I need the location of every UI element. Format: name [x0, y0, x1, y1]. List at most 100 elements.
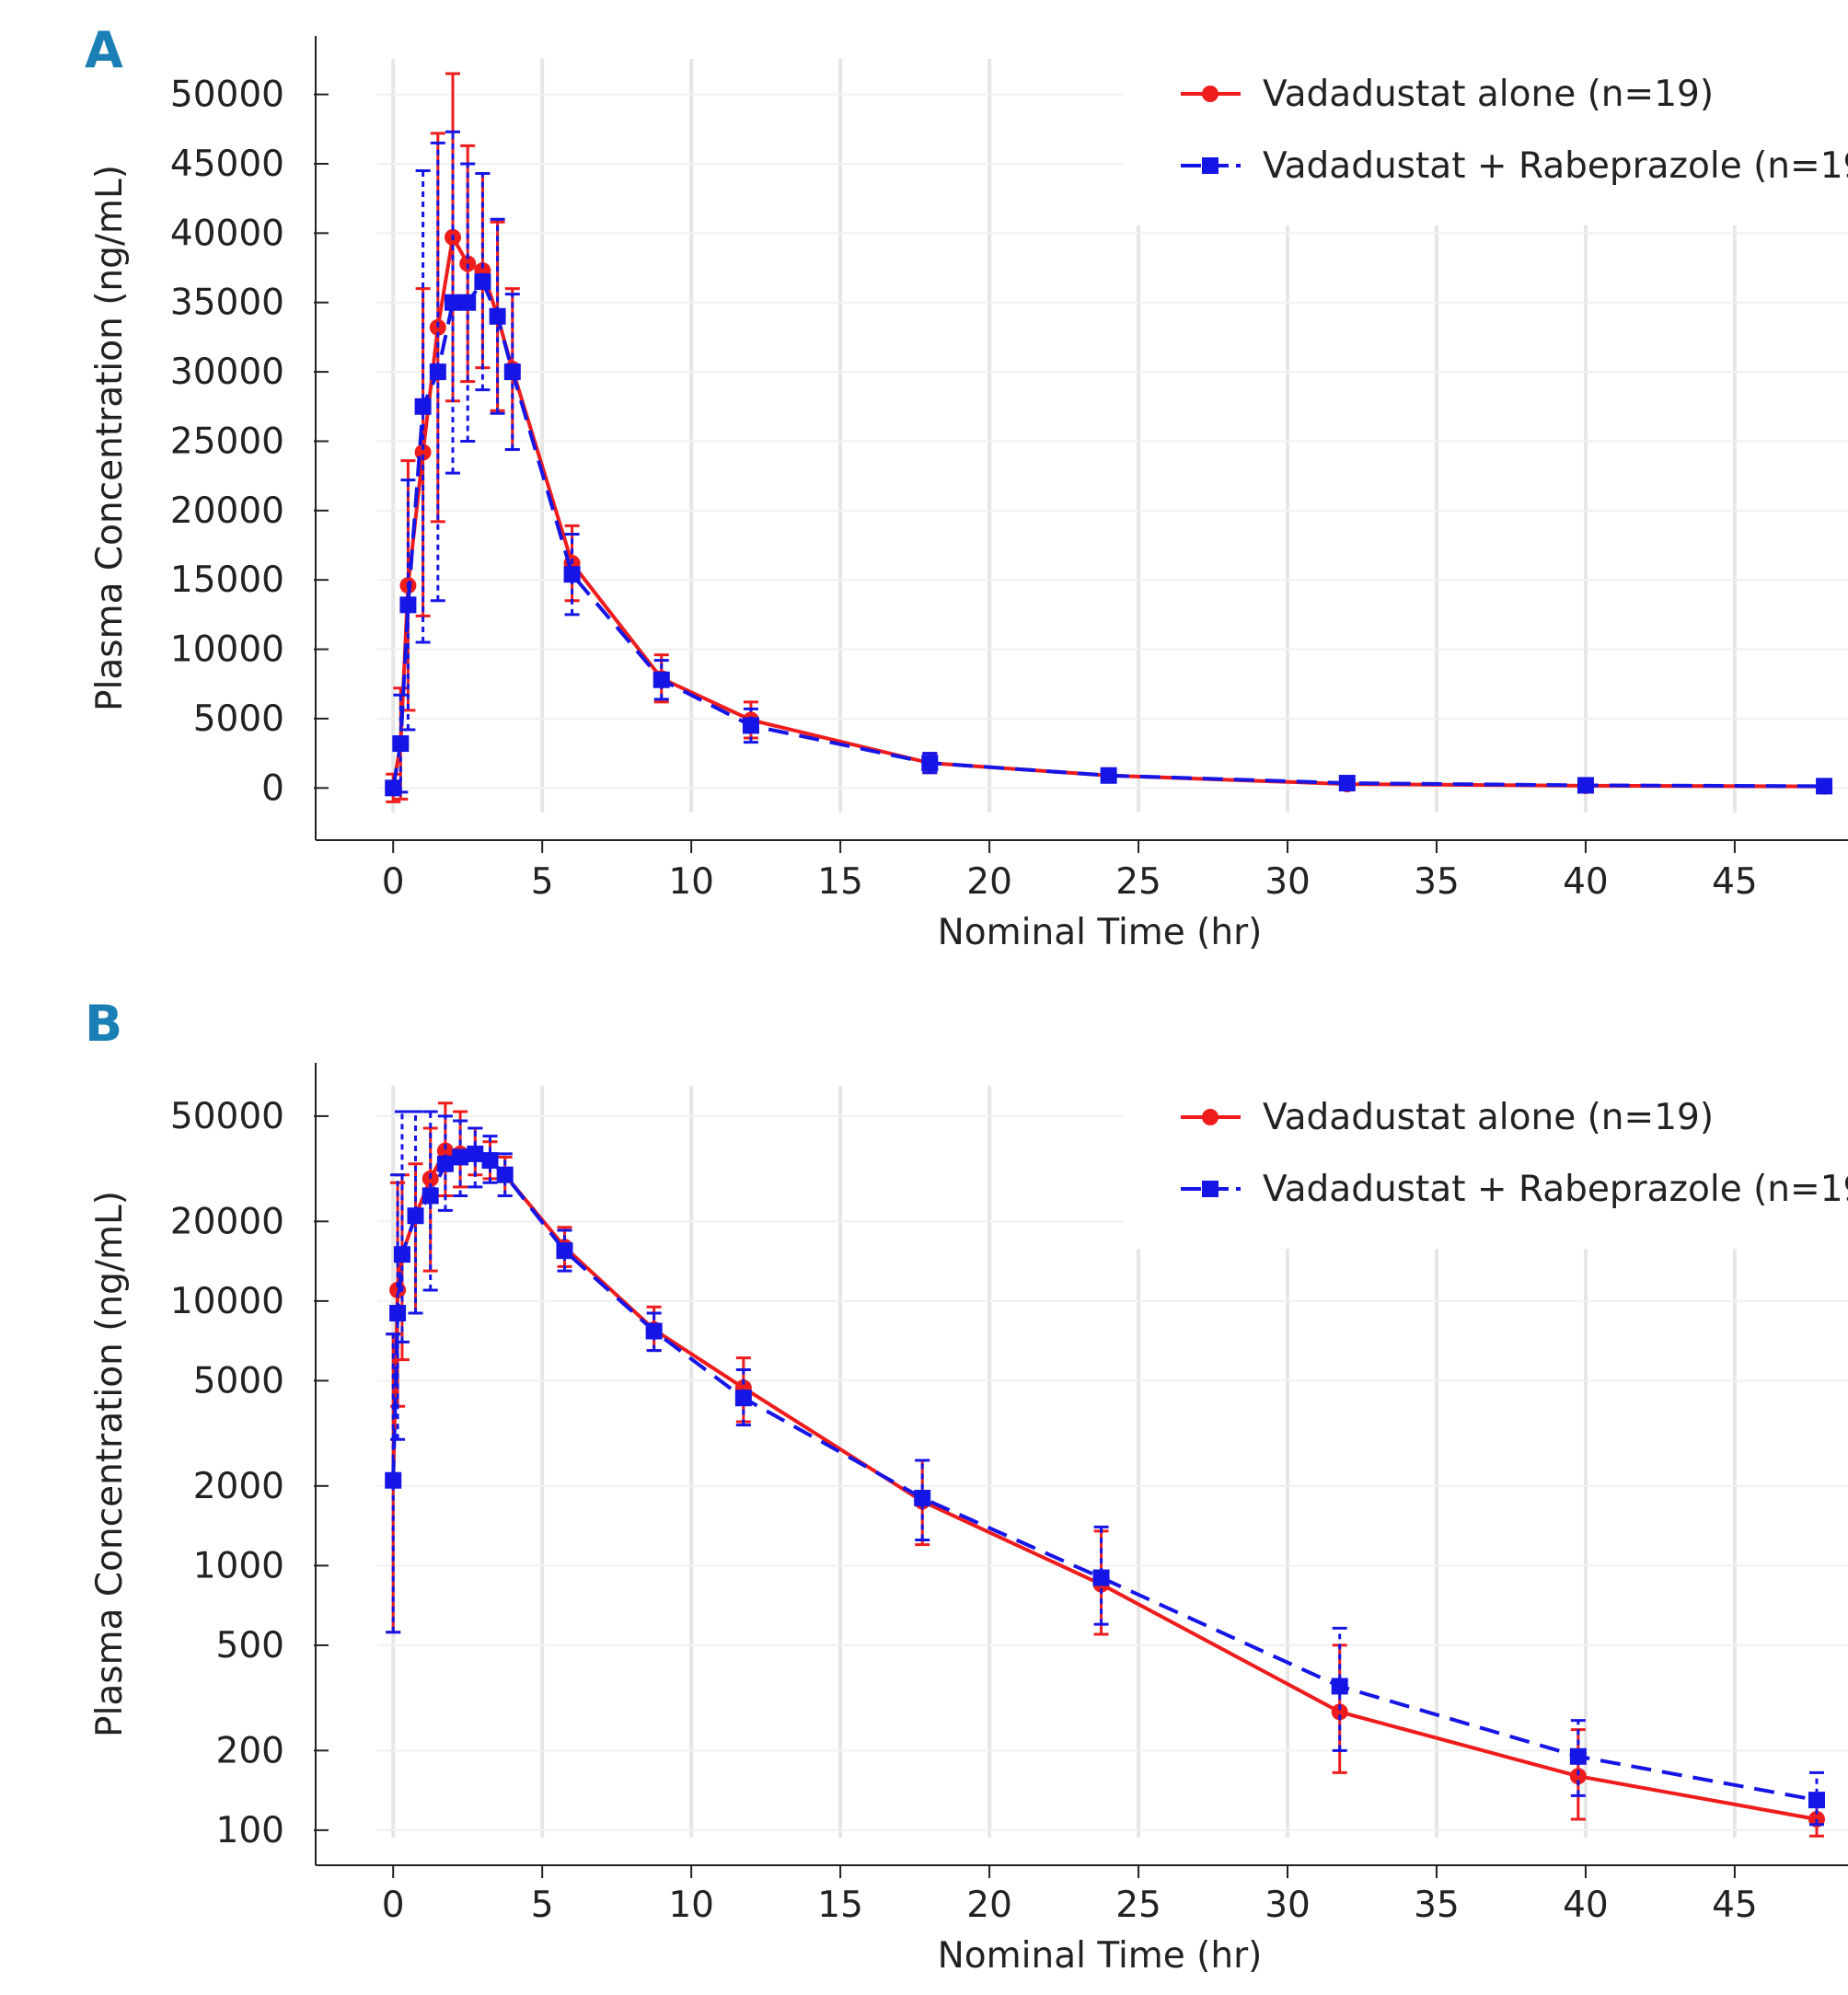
x-tick-label: 10: [668, 1885, 714, 1926]
x-tick-label: 20: [966, 1885, 1012, 1926]
error-bar: [453, 1119, 468, 1197]
marker: [556, 1242, 573, 1260]
x-tick-label: 35: [1414, 1885, 1460, 1926]
marker: [496, 1166, 514, 1183]
series-line: [391, 231, 1825, 789]
marker: [1100, 767, 1117, 784]
series: [385, 130, 1833, 797]
marker: [385, 1471, 402, 1489]
marker: [1808, 1792, 1825, 1809]
legend-bg: [1123, 54, 1848, 225]
x-tick-label: 15: [817, 1885, 863, 1926]
marker: [1569, 1747, 1587, 1765]
y-tick-label: 2000: [193, 1466, 284, 1507]
series-line: [391, 278, 1825, 789]
y-tick-label: 20000: [170, 1201, 284, 1242]
y-tick-label: 25000: [170, 421, 284, 462]
y-tick-label: 200: [216, 1730, 284, 1771]
marker: [503, 363, 521, 381]
error-bar: [653, 659, 669, 701]
error-bar: [564, 532, 580, 617]
marker: [645, 1322, 663, 1340]
marker: [481, 1152, 499, 1170]
y-tick-label: 30000: [170, 352, 284, 393]
error-bar: [445, 130, 461, 475]
error-bar: [490, 217, 505, 415]
y-tick-label: 45000: [170, 144, 284, 185]
y-tick-label: 500: [216, 1625, 284, 1666]
y-tick-label: 40000: [170, 213, 284, 254]
marker: [392, 735, 410, 753]
y-tick-label: 10000: [170, 629, 284, 671]
marker: [563, 566, 581, 583]
x-tick-label: 40: [1563, 861, 1609, 903]
x-tick-label: 5: [531, 1885, 554, 1926]
error-bar: [408, 1110, 423, 1315]
error-bar: [460, 162, 476, 443]
x-tick-label: 10: [668, 861, 714, 903]
marker: [399, 596, 417, 614]
y-tick-label: 50000: [170, 1096, 284, 1137]
marker: [445, 294, 462, 311]
x-axis-title: Nominal Time (hr): [938, 1935, 1263, 1977]
marker: [393, 1246, 410, 1263]
x-tick-label: 25: [1115, 861, 1161, 903]
error-bar: [915, 1459, 930, 1542]
x-tick-label: 5: [531, 861, 554, 903]
x-tick-label: 45: [1712, 861, 1758, 903]
legend-marker: [1202, 1109, 1219, 1125]
legend-marker: [1202, 86, 1219, 102]
y-tick-label: 100: [216, 1810, 284, 1851]
marker: [914, 1489, 931, 1506]
panel-label: A: [85, 21, 123, 79]
marker: [921, 755, 939, 772]
marker: [385, 779, 402, 797]
marker: [1816, 778, 1833, 795]
y-tick-label: 0: [261, 767, 284, 809]
legend-bg: [1123, 1081, 1848, 1249]
marker: [436, 1142, 454, 1159]
x-tick-label: 40: [1563, 1885, 1609, 1926]
series-line: [391, 1148, 1818, 1821]
marker: [489, 307, 506, 325]
legend-marker: [1202, 1181, 1219, 1197]
marker: [429, 363, 446, 381]
x-tick-label: 35: [1414, 861, 1460, 903]
error-bar: [1093, 1525, 1109, 1626]
y-tick-label: 1000: [193, 1545, 284, 1586]
y-axis-title: Plasma Concentration (ng/mL): [89, 1191, 131, 1737]
panel-label: B: [85, 995, 122, 1053]
x-tick-label: 0: [382, 861, 405, 903]
marker: [429, 318, 446, 336]
marker: [742, 717, 759, 734]
error-bar: [430, 141, 445, 603]
error-bar: [504, 293, 520, 452]
x-tick-label: 45: [1712, 1885, 1758, 1926]
error-bar: [475, 172, 491, 392]
error-bar: [437, 1114, 453, 1212]
marker: [1092, 1569, 1110, 1586]
legend-label: Vadadustat + Rabeprazole (n=19): [1263, 145, 1848, 187]
marker: [422, 1187, 439, 1205]
y-tick-label: 35000: [170, 283, 284, 324]
legend-label: Vadadustat + Rabeprazole (n=19): [1263, 1169, 1848, 1210]
marker: [407, 1207, 424, 1225]
x-tick-label: 30: [1265, 861, 1311, 903]
marker: [436, 1155, 454, 1172]
marker: [1331, 1678, 1348, 1695]
marker: [653, 671, 670, 688]
marker: [414, 398, 432, 415]
marker: [459, 294, 477, 311]
x-tick-label: 20: [966, 861, 1012, 903]
x-tick-label: 0: [382, 1885, 405, 1926]
marker: [452, 1148, 469, 1166]
y-tick-label: 15000: [170, 559, 284, 601]
y-tick-label: 50000: [170, 75, 284, 116]
marker: [474, 273, 491, 291]
marker: [1338, 775, 1356, 792]
marker: [467, 1145, 484, 1162]
series-line: [391, 1151, 1818, 1803]
legend-label: Vadadustat alone (n=19): [1263, 74, 1714, 115]
legend-marker: [1202, 157, 1219, 174]
